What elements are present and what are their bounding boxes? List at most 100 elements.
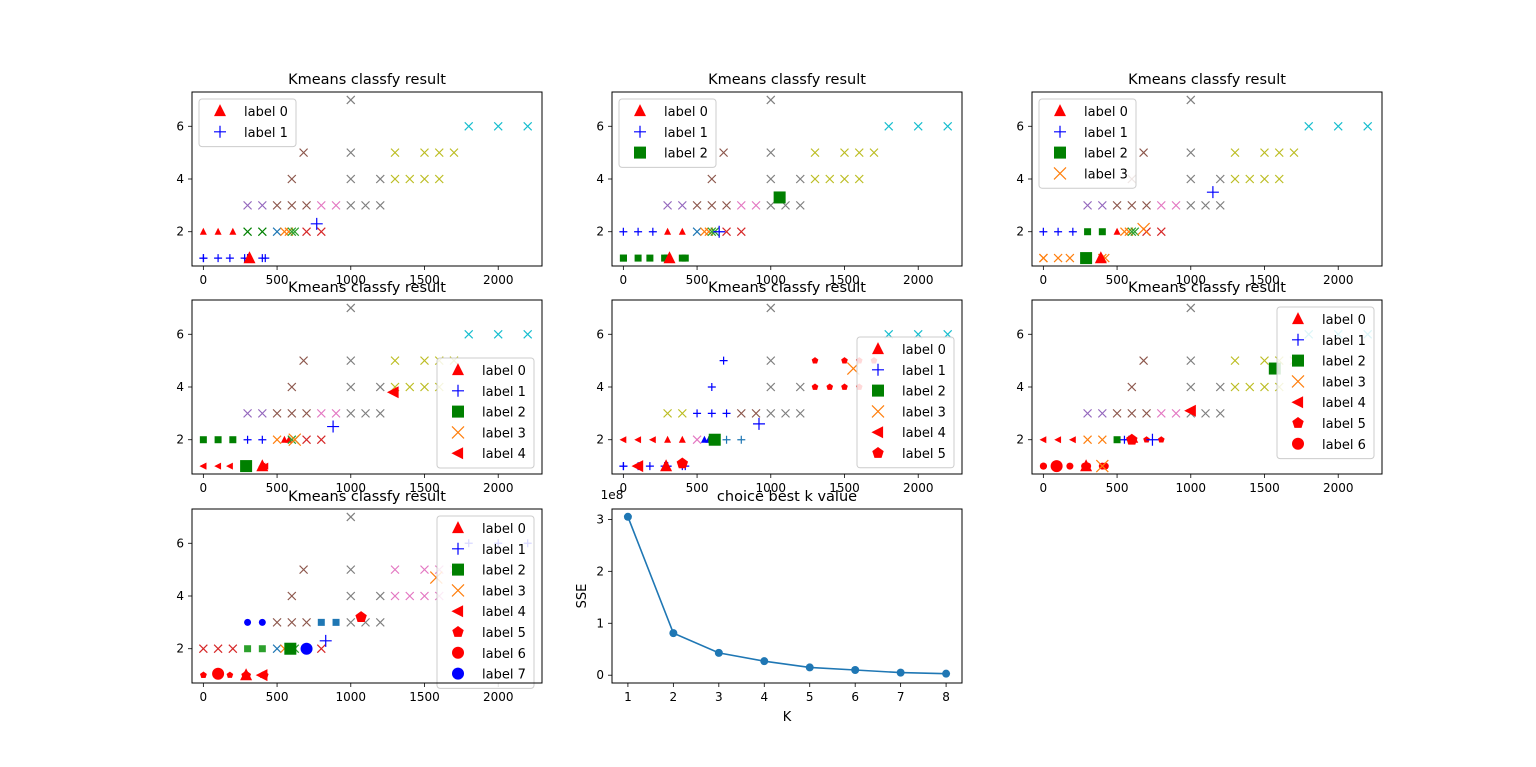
y-tick-label: 6	[176, 327, 184, 341]
legend-label: label 2	[664, 147, 708, 162]
legend-marker	[1292, 437, 1304, 450]
y-tick-label: 6	[176, 536, 184, 550]
data-point	[736, 227, 746, 237]
legend-label: label 4	[902, 426, 946, 441]
centroid-marker	[1080, 459, 1093, 472]
data-point	[884, 121, 894, 131]
legend-label: label 2	[1084, 147, 1128, 162]
data-point	[1120, 227, 1129, 237]
data-point	[213, 644, 223, 654]
data-point	[1230, 382, 1240, 392]
data-point	[405, 174, 415, 184]
legend-label: label 2	[482, 564, 526, 579]
data-point	[677, 200, 687, 210]
x-tick-label: 500	[1106, 273, 1129, 287]
legend-marker	[634, 104, 646, 117]
data-point	[677, 408, 687, 418]
data-point	[287, 617, 297, 627]
data-point	[693, 409, 702, 418]
data-point	[226, 462, 233, 470]
data-point	[681, 254, 689, 262]
legend-label: label 4	[482, 605, 526, 620]
x-tick-label: 0	[1040, 273, 1048, 287]
y-tick-label: 2	[596, 433, 604, 447]
data-point	[1289, 148, 1299, 158]
legend-label: label 4	[1322, 396, 1366, 411]
data-point	[523, 329, 533, 339]
x-tick-label: 500	[686, 481, 709, 495]
axes-frame	[1031, 299, 1383, 475]
data-point	[258, 618, 266, 626]
legend-label: label 0	[902, 343, 946, 358]
data-point	[648, 227, 657, 236]
data-point	[700, 227, 709, 237]
data-point	[707, 200, 717, 210]
data-point	[317, 618, 325, 626]
data-point	[795, 200, 805, 210]
x-tick-label: 0	[200, 481, 208, 495]
legend-label: label 7	[482, 668, 526, 683]
data-point	[619, 462, 628, 471]
data-point	[722, 409, 731, 418]
data-point	[214, 462, 222, 470]
data-point	[1053, 253, 1063, 263]
legend-label: label 3	[482, 584, 526, 599]
data-point	[1127, 200, 1137, 210]
plot-area	[619, 95, 953, 264]
y-tick-label: 3	[596, 512, 604, 526]
data-point	[449, 148, 459, 158]
legend-marker	[214, 125, 226, 138]
legend-label: label 1	[902, 364, 946, 379]
legend-marker	[872, 363, 884, 376]
legend-marker	[451, 605, 464, 618]
plot-area	[1039, 303, 1373, 473]
data-point	[199, 254, 208, 263]
centroid-marker	[1094, 251, 1107, 264]
y-tick-label: 6	[1016, 327, 1024, 341]
legend-label: label 1	[1084, 126, 1128, 141]
data-point	[1215, 382, 1225, 392]
data-point	[1186, 356, 1196, 366]
data-point	[781, 408, 790, 418]
data-point	[840, 174, 849, 184]
data-point	[434, 174, 444, 184]
legend-marker	[1292, 417, 1304, 428]
data-point	[346, 591, 356, 601]
centroid-marker	[1146, 433, 1159, 446]
data-point	[331, 408, 341, 418]
data-point	[645, 462, 654, 471]
subplot-5: 0 500 1000 1500 2000 2 4 6 label 0 label 1 label 2…	[596, 280, 963, 495]
data-point	[244, 645, 252, 653]
data-point	[1039, 462, 1047, 470]
legend-marker	[872, 342, 884, 355]
legend: label 0 label 1 label 2 label 3 label 4 label…	[856, 336, 955, 469]
data-point	[1142, 200, 1151, 210]
data-point	[390, 174, 400, 184]
data-point	[1083, 435, 1093, 445]
data-point	[420, 591, 429, 601]
x-tick-label: 2000	[903, 273, 934, 287]
x-tick-label: 1500	[829, 273, 860, 287]
data-point	[346, 303, 356, 313]
legend-marker	[452, 667, 464, 680]
centroid-marker	[1137, 222, 1151, 236]
data-point	[736, 408, 746, 418]
data-point	[228, 644, 238, 654]
data-point	[719, 356, 728, 365]
legend-label: label 0	[664, 105, 708, 120]
centroid-marker	[255, 669, 268, 682]
centroid-marker	[327, 420, 340, 433]
subplot-title: Kmeans classfy result	[288, 280, 446, 296]
data-point	[854, 174, 864, 184]
legend-label: label 6	[482, 647, 526, 662]
data-point	[943, 121, 953, 131]
data-point	[810, 174, 820, 184]
data-point	[375, 617, 385, 627]
data-point	[1230, 174, 1240, 184]
data-point	[346, 356, 356, 366]
data-point	[1186, 303, 1196, 313]
data-point	[1215, 200, 1225, 210]
data-point	[1171, 200, 1181, 210]
y-tick-label: 6	[596, 119, 604, 133]
